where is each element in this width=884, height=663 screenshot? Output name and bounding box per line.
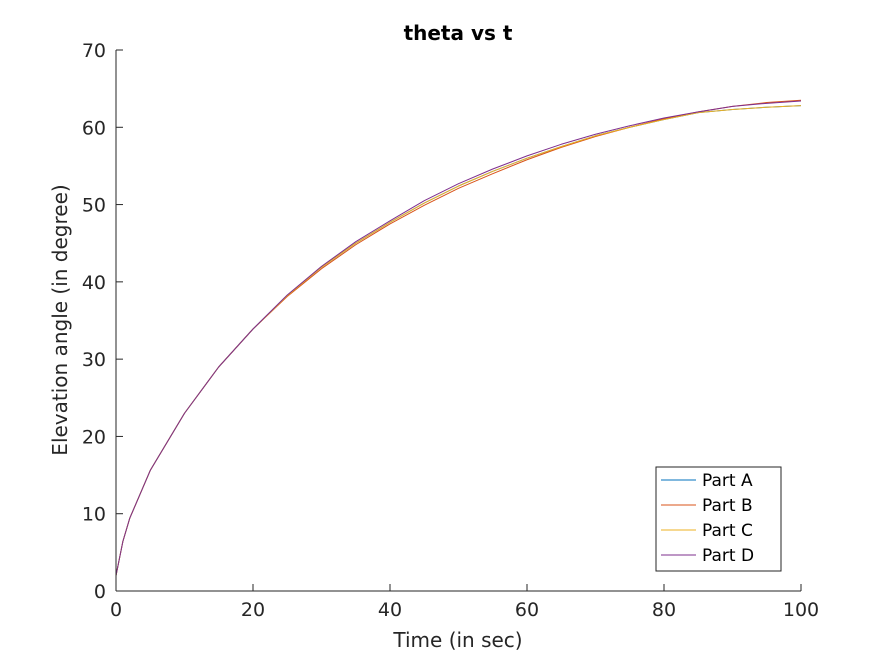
y-tick-label: 0 [94,581,106,603]
series-layer [115,99,802,576]
legend: Part A Part B Part C Part D [655,466,782,572]
x-tick-label: 40 [378,599,402,621]
x-tick-label: 0 [110,599,122,621]
y-tick-label: 10 [82,504,106,526]
y-tick-label: 40 [82,272,106,294]
legend-label-2: Part B [702,496,753,516]
legend-box [655,466,782,572]
y-tick-label: 20 [82,426,106,448]
x-axis-label: Time (in sec) [392,628,522,652]
chart-title: theta vs t [404,21,513,45]
legend-label-1: Part A [702,471,753,491]
legend-label-4: Part D [702,546,754,566]
x-tick-label: 60 [515,599,539,621]
y-tick-label: 60 [82,117,106,139]
y-tick-label: 30 [82,349,106,371]
y-tick-label: 50 [82,195,106,217]
axes [115,50,801,592]
y-axis-label: Elevation angle (in degree) [48,184,72,455]
x-tick-label: 80 [652,599,676,621]
x-tick-label: 100 [783,599,819,621]
x-tick-label: 20 [241,599,265,621]
y-ticks: 0 10 20 30 40 50 60 70 [82,40,123,603]
y-tick-label: 70 [82,40,106,62]
legend-label-3: Part C [702,521,753,541]
x-ticks: 0 20 40 60 80 100 [110,584,819,621]
series-line-4 [115,100,802,576]
